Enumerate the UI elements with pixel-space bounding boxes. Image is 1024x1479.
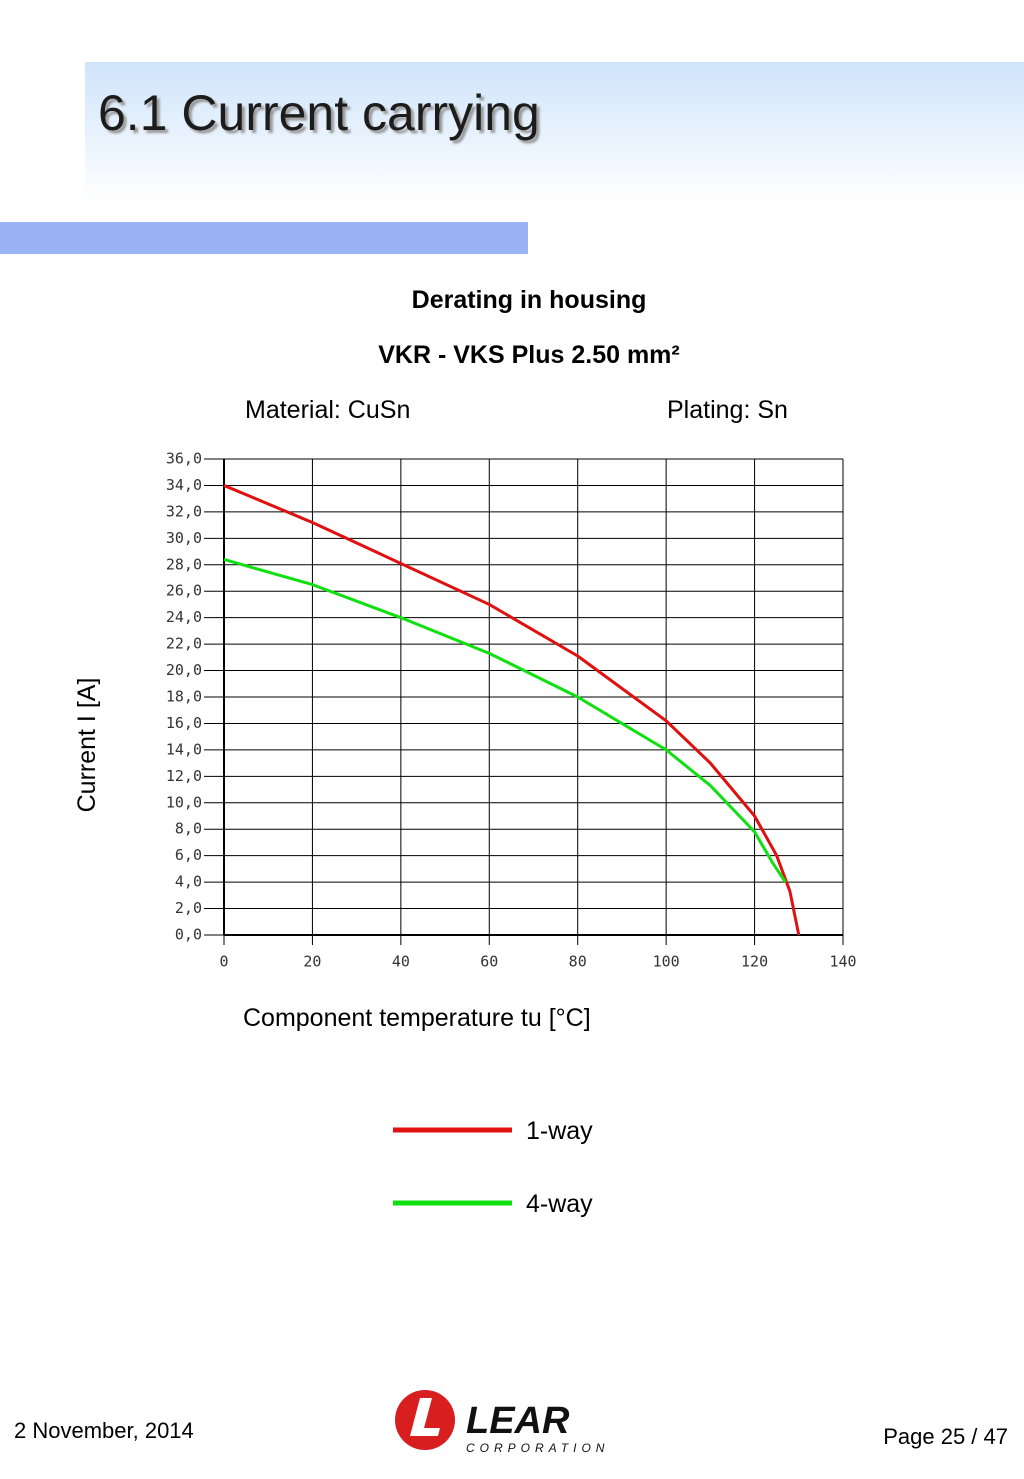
slide-title: 6.1 Current carrying — [98, 85, 540, 141]
y-tick-label: 32,0 — [166, 502, 202, 520]
x-tick-label: 140 — [829, 953, 856, 971]
x-axis-label: Component temperature tu [°C] — [243, 1004, 591, 1032]
y-tick-label: 16,0 — [166, 714, 202, 732]
y-tick-label: 34,0 — [166, 476, 202, 494]
logo-glyph — [410, 1398, 440, 1436]
logo-subtext: CORPORATION — [466, 1441, 609, 1455]
y-tick-label: 14,0 — [166, 740, 202, 758]
x-tick-label: 60 — [480, 953, 498, 971]
footer-page: Page 25 / 47 — [883, 1424, 1008, 1449]
x-tick-label: 80 — [569, 953, 587, 971]
y-axis-label: Current I [A] — [73, 678, 101, 813]
y-tick-label: 2,0 — [175, 899, 202, 917]
chart-subtitle: VKR - VKS Plus 2.50 mm² — [378, 341, 679, 369]
y-tick-label: 0,0 — [175, 926, 202, 944]
y-tick-label: 18,0 — [166, 688, 202, 706]
x-tick-label: 20 — [303, 953, 321, 971]
legend-label: 4-way — [526, 1190, 593, 1218]
annotation: Material: CuSn — [245, 396, 410, 424]
data-line — [223, 558, 787, 883]
data-line — [223, 484, 801, 936]
y-tick-label: 4,0 — [175, 873, 202, 891]
y-tick-label: 8,0 — [175, 820, 202, 838]
y-tick-label: 6,0 — [175, 846, 202, 864]
x-tick-label: 100 — [653, 953, 680, 971]
footer-date: 2 November, 2014 — [14, 1418, 194, 1443]
logo: LEAR CORPORATION — [395, 1390, 609, 1455]
y-tick-label: 10,0 — [166, 793, 202, 811]
legend-label: 1-way — [526, 1117, 593, 1145]
y-tick-label: 30,0 — [166, 529, 202, 547]
logo-text: LEAR — [466, 1400, 570, 1442]
x-tick-label: 120 — [741, 953, 768, 971]
x-tick-label: 0 — [219, 953, 228, 971]
y-tick-label: 28,0 — [166, 555, 202, 573]
y-tick-label: 24,0 — [166, 608, 202, 626]
accent-bar — [0, 222, 528, 254]
x-tick-label: 40 — [392, 953, 410, 971]
y-tick-label: 26,0 — [166, 582, 202, 600]
y-tick-label: 36,0 — [166, 450, 202, 468]
chart-title: Derating in housing — [412, 286, 647, 314]
header-band — [85, 62, 1024, 202]
y-tick-label: 22,0 — [166, 635, 202, 653]
y-tick-label: 12,0 — [166, 767, 202, 785]
y-tick-label: 20,0 — [166, 661, 202, 679]
annotation: Plating: Sn — [667, 396, 788, 424]
